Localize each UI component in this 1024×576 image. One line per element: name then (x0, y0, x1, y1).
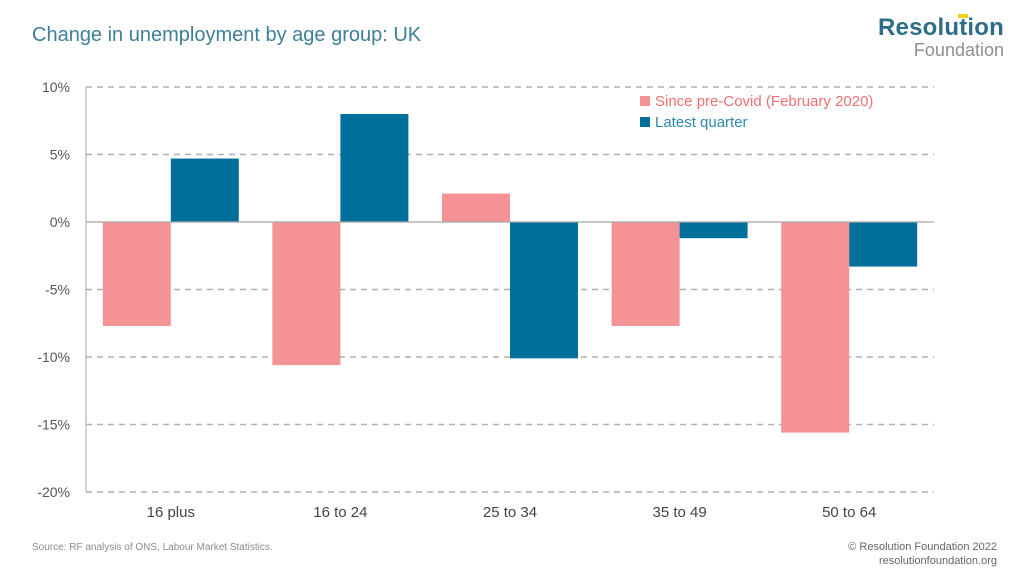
bar-latest-quarter (340, 114, 409, 222)
legend-label: Since pre-Covid (February 2020) (655, 93, 873, 110)
bar-since-pre-covid (442, 193, 510, 222)
y-tick-label: -15% (37, 417, 70, 433)
y-tick-label: -10% (37, 349, 70, 365)
legend-swatch-icon (640, 117, 650, 127)
logo-line1: Resolution (878, 14, 1004, 41)
bar-latest-quarter (849, 222, 918, 267)
bar-since-pre-covid (272, 222, 341, 366)
y-axis-ticks: 10% 5% 0% -5% -10% -15% -20% (37, 79, 70, 500)
y-tick-label: 5% (50, 147, 70, 163)
copyright-block: © Resolution Foundation 2022 resolutionf… (848, 540, 997, 568)
copyright-text: © Resolution Foundation 2022 (848, 541, 997, 553)
y-tick-label: 0% (50, 214, 70, 230)
logo-line2: Foundation (913, 40, 1004, 60)
y-tick-label: -5% (45, 282, 70, 298)
legend: Since pre-Covid (February 2020) Latest qu… (640, 93, 873, 131)
axes (85, 87, 934, 492)
chart-title: Change in unemployment by age group: UK (32, 24, 422, 46)
x-tick-label: 16 to 24 (313, 504, 367, 521)
y-tick-label: 10% (42, 79, 70, 95)
bar-latest-quarter (679, 222, 748, 239)
bar-latest-quarter (170, 158, 239, 222)
x-tick-label: 25 to 34 (483, 504, 537, 521)
x-tick-label: 16 plus (147, 504, 195, 521)
bar-latest-quarter (510, 222, 578, 359)
bar-since-pre-covid (611, 222, 680, 326)
y-tick-label: -20% (37, 484, 70, 500)
legend-label: Latest quarter (655, 114, 748, 131)
website-text: resolutionfoundation.org (878, 555, 997, 567)
bars (102, 114, 918, 433)
bar-since-pre-covid (781, 222, 850, 433)
logo-accent-icon (958, 14, 968, 18)
source-note: Source: RF analysis of ONS, Labour Marke… (32, 542, 273, 553)
resolution-foundation-logo: Resolution Foundation (878, 14, 1004, 60)
x-tick-label: 35 to 49 (652, 504, 706, 521)
bar-since-pre-covid (102, 222, 171, 326)
legend-swatch-icon (640, 96, 650, 106)
x-tick-label: 50 to 64 (822, 504, 876, 521)
x-axis-ticks: 16 plus 16 to 24 25 to 34 35 to 49 50 to 64 (147, 504, 877, 521)
